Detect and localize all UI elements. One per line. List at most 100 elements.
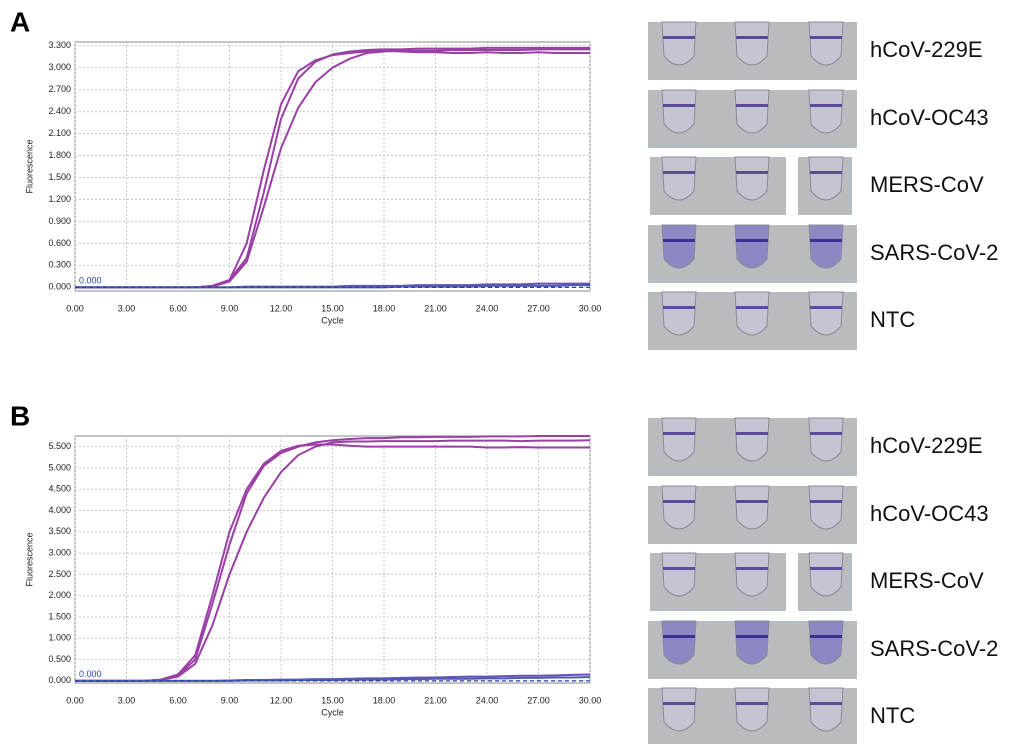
tube (735, 225, 769, 268)
tube-meniscus (663, 432, 695, 435)
tube-meniscus (810, 171, 842, 174)
y-tick-label: 0.000 (48, 282, 71, 292)
x-tick-label: 12.00 (270, 695, 293, 705)
x-tick-label: 24.00 (476, 303, 499, 313)
tube-meniscus (736, 239, 768, 242)
tube (809, 90, 843, 133)
tube (735, 418, 769, 461)
y-tick-label: 3.000 (48, 62, 71, 72)
tube (809, 292, 843, 335)
tube (735, 157, 769, 200)
sample-label: SARS-CoV-2 (870, 240, 998, 265)
x-tick-label: 18.00 (373, 695, 396, 705)
tube-meniscus (663, 104, 695, 107)
y-axis-label: Fluorescence (24, 139, 34, 193)
tube (662, 418, 696, 461)
x-tick-label: 24.00 (476, 695, 499, 705)
x-tick-label: 9.00 (221, 695, 239, 705)
y-tick-label: 2.700 (48, 84, 71, 94)
y-tick-label: 1.800 (48, 150, 71, 160)
sample-label: SARS-CoV-2 (870, 636, 998, 661)
x-tick-label: 0.00 (66, 695, 84, 705)
x-tick-label: 15.00 (321, 695, 344, 705)
tube (809, 418, 843, 461)
y-tick-label: 0.000 (48, 675, 71, 685)
tube-meniscus (663, 702, 695, 705)
threshold-label: 0.000 (79, 276, 102, 286)
tube-meniscus (810, 635, 842, 638)
tube (735, 621, 769, 664)
tube-meniscus (736, 635, 768, 638)
tube-meniscus (663, 567, 695, 570)
y-tick-label: 2.400 (48, 106, 71, 116)
tube (735, 688, 769, 731)
tube (809, 553, 843, 596)
tube (809, 225, 843, 268)
x-axis-label: Cycle (321, 707, 344, 717)
x-tick-label: 27.00 (527, 303, 550, 313)
y-tick-label: 3.000 (48, 547, 71, 557)
tube-meniscus (810, 432, 842, 435)
tube-meniscus (736, 36, 768, 39)
tube (809, 486, 843, 529)
y-tick-label: 0.500 (48, 654, 71, 664)
tube (662, 22, 696, 65)
x-tick-label: 6.00 (169, 303, 187, 313)
x-tick-label: 30.00 (579, 303, 602, 313)
tube (662, 621, 696, 664)
panel-label: B (10, 400, 30, 431)
tube (662, 90, 696, 133)
threshold-label: 0.000 (79, 669, 102, 679)
y-tick-label: 0.900 (48, 216, 71, 226)
tube-meniscus (736, 702, 768, 705)
y-tick-label: 5.000 (48, 462, 71, 472)
tube (662, 157, 696, 200)
tube-meniscus (736, 567, 768, 570)
tube (735, 22, 769, 65)
x-tick-label: 15.00 (321, 303, 344, 313)
tube-meniscus (663, 239, 695, 242)
y-tick-label: 3.500 (48, 526, 71, 536)
sample-label: MERS-CoV (870, 568, 984, 593)
x-tick-label: 21.00 (424, 303, 447, 313)
y-tick-label: 4.500 (48, 484, 71, 494)
tube (809, 621, 843, 664)
panel-label: A (10, 6, 30, 37)
y-tick-label: 1.000 (48, 633, 71, 643)
sample-label: hCoV-229E (870, 37, 983, 62)
tube (809, 22, 843, 65)
tube (662, 553, 696, 596)
tube-meniscus (663, 36, 695, 39)
tube (662, 486, 696, 529)
figure: 0.0000.3000.6000.9001.2001.5001.8002.100… (0, 0, 1031, 744)
x-tick-label: 30.00 (579, 695, 602, 705)
tube (735, 486, 769, 529)
y-tick-label: 0.600 (48, 238, 71, 248)
sample-label: hCoV-OC43 (870, 501, 989, 526)
tube-meniscus (810, 36, 842, 39)
y-tick-label: 2.100 (48, 128, 71, 138)
tube-meniscus (663, 500, 695, 503)
y-tick-label: 3.300 (48, 40, 71, 50)
tube-meniscus (810, 306, 842, 309)
tube-meniscus (663, 171, 695, 174)
tube (735, 292, 769, 335)
tube-meniscus (736, 500, 768, 503)
tube-meniscus (736, 104, 768, 107)
sample-label: hCoV-229E (870, 433, 983, 458)
tube-meniscus (736, 171, 768, 174)
tube (662, 292, 696, 335)
y-tick-label: 1.500 (48, 611, 71, 621)
y-tick-label: 4.000 (48, 505, 71, 515)
x-tick-label: 18.00 (373, 303, 396, 313)
y-tick-label: 1.500 (48, 172, 71, 182)
tube-meniscus (810, 567, 842, 570)
x-tick-label: 0.00 (66, 303, 84, 313)
sample-label: hCoV-OC43 (870, 105, 989, 130)
tube (809, 688, 843, 731)
x-tick-label: 21.00 (424, 695, 447, 705)
tube-meniscus (810, 702, 842, 705)
sample-label: MERS-CoV (870, 172, 984, 197)
y-axis-label: Fluorescence (24, 532, 34, 586)
y-tick-label: 2.500 (48, 569, 71, 579)
